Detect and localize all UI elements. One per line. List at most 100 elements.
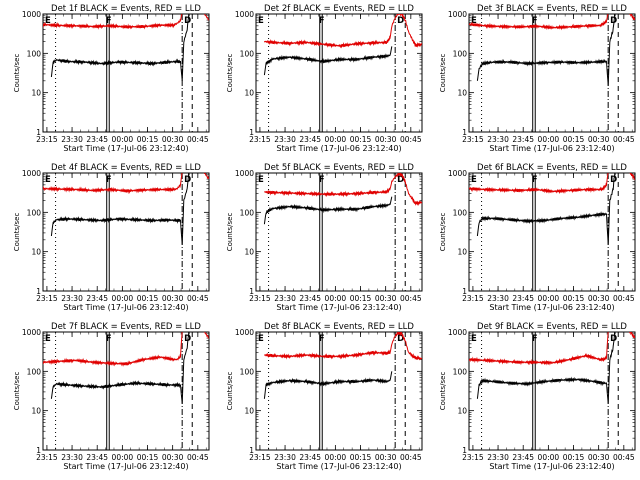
series-group <box>469 14 635 86</box>
x-tick-label: 00:15 <box>563 135 585 144</box>
marker-letter-e: E <box>258 16 264 26</box>
series-lld-line <box>263 14 422 49</box>
plot-frame <box>42 172 210 292</box>
x-tick-label: 23:30 <box>487 294 509 303</box>
x-tick-label: 23:45 <box>299 135 321 144</box>
marker-lines <box>481 332 619 450</box>
marker-letter-e: E <box>45 334 51 344</box>
x-tick-label: 23:15 <box>36 453 58 462</box>
x-tick-label: 23:45 <box>299 294 321 303</box>
marker-letter-e: E <box>258 334 264 344</box>
series-group <box>43 332 209 404</box>
y-tick-label: 100 <box>240 367 255 376</box>
panel-det-1f: Det 1f BLACK = Events, RED = LLD 1 10 100 10… <box>13 4 210 153</box>
x-tick-label: 23:45 <box>86 135 108 144</box>
y-tick-label: 1 <box>249 128 254 137</box>
panel-det-8f: Det 8f BLACK = Events, RED = LLD 1 10 100 10… <box>226 322 423 471</box>
x-tick-label: 00:30 <box>375 294 397 303</box>
plot-frame <box>42 331 210 451</box>
marker-letter-e: E <box>471 334 477 344</box>
panel-det-4f: Det 4f BLACK = Events, RED = LLD 1 10 100 10… <box>13 163 210 312</box>
y-tick-label: 1 <box>462 287 467 296</box>
x-tick-label: 23:30 <box>61 135 83 144</box>
x-tick-label: 00:45 <box>400 453 422 462</box>
x-axis-label: Start Time (17-Jul-06 23:12:40) <box>276 462 401 471</box>
y-tick-label: 10 <box>457 248 467 257</box>
x-tick-label: 00:30 <box>588 294 610 303</box>
series-group <box>263 14 422 76</box>
x-tick-label: 00:15 <box>563 453 585 462</box>
x-tick-label: 23:15 <box>249 294 271 303</box>
x-axis-label: Start Time (17-Jul-06 23:12:40) <box>489 144 614 153</box>
series-group <box>43 173 209 245</box>
x-tick-label: 00:00 <box>112 453 134 462</box>
marker-lines <box>55 14 193 132</box>
x-axis-label: Start Time (17-Jul-06 23:12:40) <box>63 303 188 312</box>
x-tick-label: 00:45 <box>187 135 209 144</box>
x-tick-label: 23:30 <box>274 453 296 462</box>
y-tick-label: 1000 <box>235 10 254 19</box>
y-tick-label: 1 <box>36 128 41 137</box>
x-tick-label: 00:00 <box>112 294 134 303</box>
series-events-line <box>263 46 393 76</box>
series-group <box>263 332 422 399</box>
x-tick-label: 23:15 <box>249 453 271 462</box>
x-tick-label: 00:30 <box>162 135 184 144</box>
x-tick-label: 00:30 <box>375 135 397 144</box>
y-tick-label: 10 <box>457 407 467 416</box>
x-tick-label: 23:15 <box>462 453 484 462</box>
marker-letter-f: F <box>532 334 538 344</box>
panel-det-9f: Det 9f BLACK = Events, RED = LLD 1 10 100 10… <box>439 322 636 471</box>
x-tick-label: 00:00 <box>538 294 560 303</box>
marker-letter-f: F <box>319 175 325 185</box>
y-tick-label: 100 <box>453 208 468 217</box>
y-axis-label: Counts/sec <box>439 54 447 93</box>
y-tick-label: 1000 <box>22 169 41 178</box>
series-events-line <box>476 173 616 245</box>
series-lld-line <box>43 332 209 367</box>
series-events-line <box>476 332 616 404</box>
x-tick-label: 00:00 <box>325 294 347 303</box>
plot-frame <box>468 172 636 292</box>
y-tick-label: 1 <box>249 446 254 455</box>
series-lld-line <box>43 14 209 30</box>
x-tick-label: 00:30 <box>162 453 184 462</box>
x-tick-label: 00:45 <box>613 294 635 303</box>
series-events-line <box>50 332 190 404</box>
x-tick-label: 23:45 <box>512 453 534 462</box>
marker-letter-f: F <box>532 175 538 185</box>
panel-det-3f: Det 3f BLACK = Events, RED = LLD 1 10 100 10… <box>439 4 636 153</box>
x-tick-label: 23:15 <box>36 294 58 303</box>
marker-letter-f: F <box>532 16 538 26</box>
x-tick-label: 23:15 <box>249 135 271 144</box>
panel-det-6f: Det 6f BLACK = Events, RED = LLD 1 10 100 10… <box>439 163 636 312</box>
x-tick-label: 00:45 <box>613 135 635 144</box>
y-tick-label: 10 <box>244 89 254 98</box>
y-tick-label: 1 <box>462 446 467 455</box>
x-tick-label: 00:45 <box>613 453 635 462</box>
x-tick-label: 23:45 <box>512 135 534 144</box>
x-tick-label: 00:45 <box>400 135 422 144</box>
x-axis-label: Start Time (17-Jul-06 23:12:40) <box>489 462 614 471</box>
x-tick-label: 00:15 <box>350 294 372 303</box>
x-tick-label: 00:30 <box>162 294 184 303</box>
marker-letter-f: F <box>319 334 325 344</box>
marker-letter-e: E <box>471 175 477 185</box>
y-tick-label: 1000 <box>22 10 41 19</box>
y-tick-label: 100 <box>27 367 42 376</box>
y-tick-label: 10 <box>31 407 41 416</box>
y-tick-label: 10 <box>244 407 254 416</box>
plot-frame <box>42 13 210 133</box>
y-axis-label: Counts/sec <box>226 372 234 411</box>
x-tick-label: 00:00 <box>325 135 347 144</box>
panel-title: Det 4f BLACK = Events, RED = LLD <box>51 163 201 173</box>
x-tick-label: 00:30 <box>588 135 610 144</box>
x-axis-label: Start Time (17-Jul-06 23:12:40) <box>63 462 188 471</box>
y-tick-label: 1 <box>36 287 41 296</box>
series-group <box>469 332 635 404</box>
y-tick-label: 100 <box>240 49 255 58</box>
marker-letter-e: E <box>45 16 51 26</box>
x-tick-label: 23:15 <box>462 135 484 144</box>
y-tick-label: 1000 <box>235 328 254 337</box>
series-events-line <box>263 371 393 399</box>
